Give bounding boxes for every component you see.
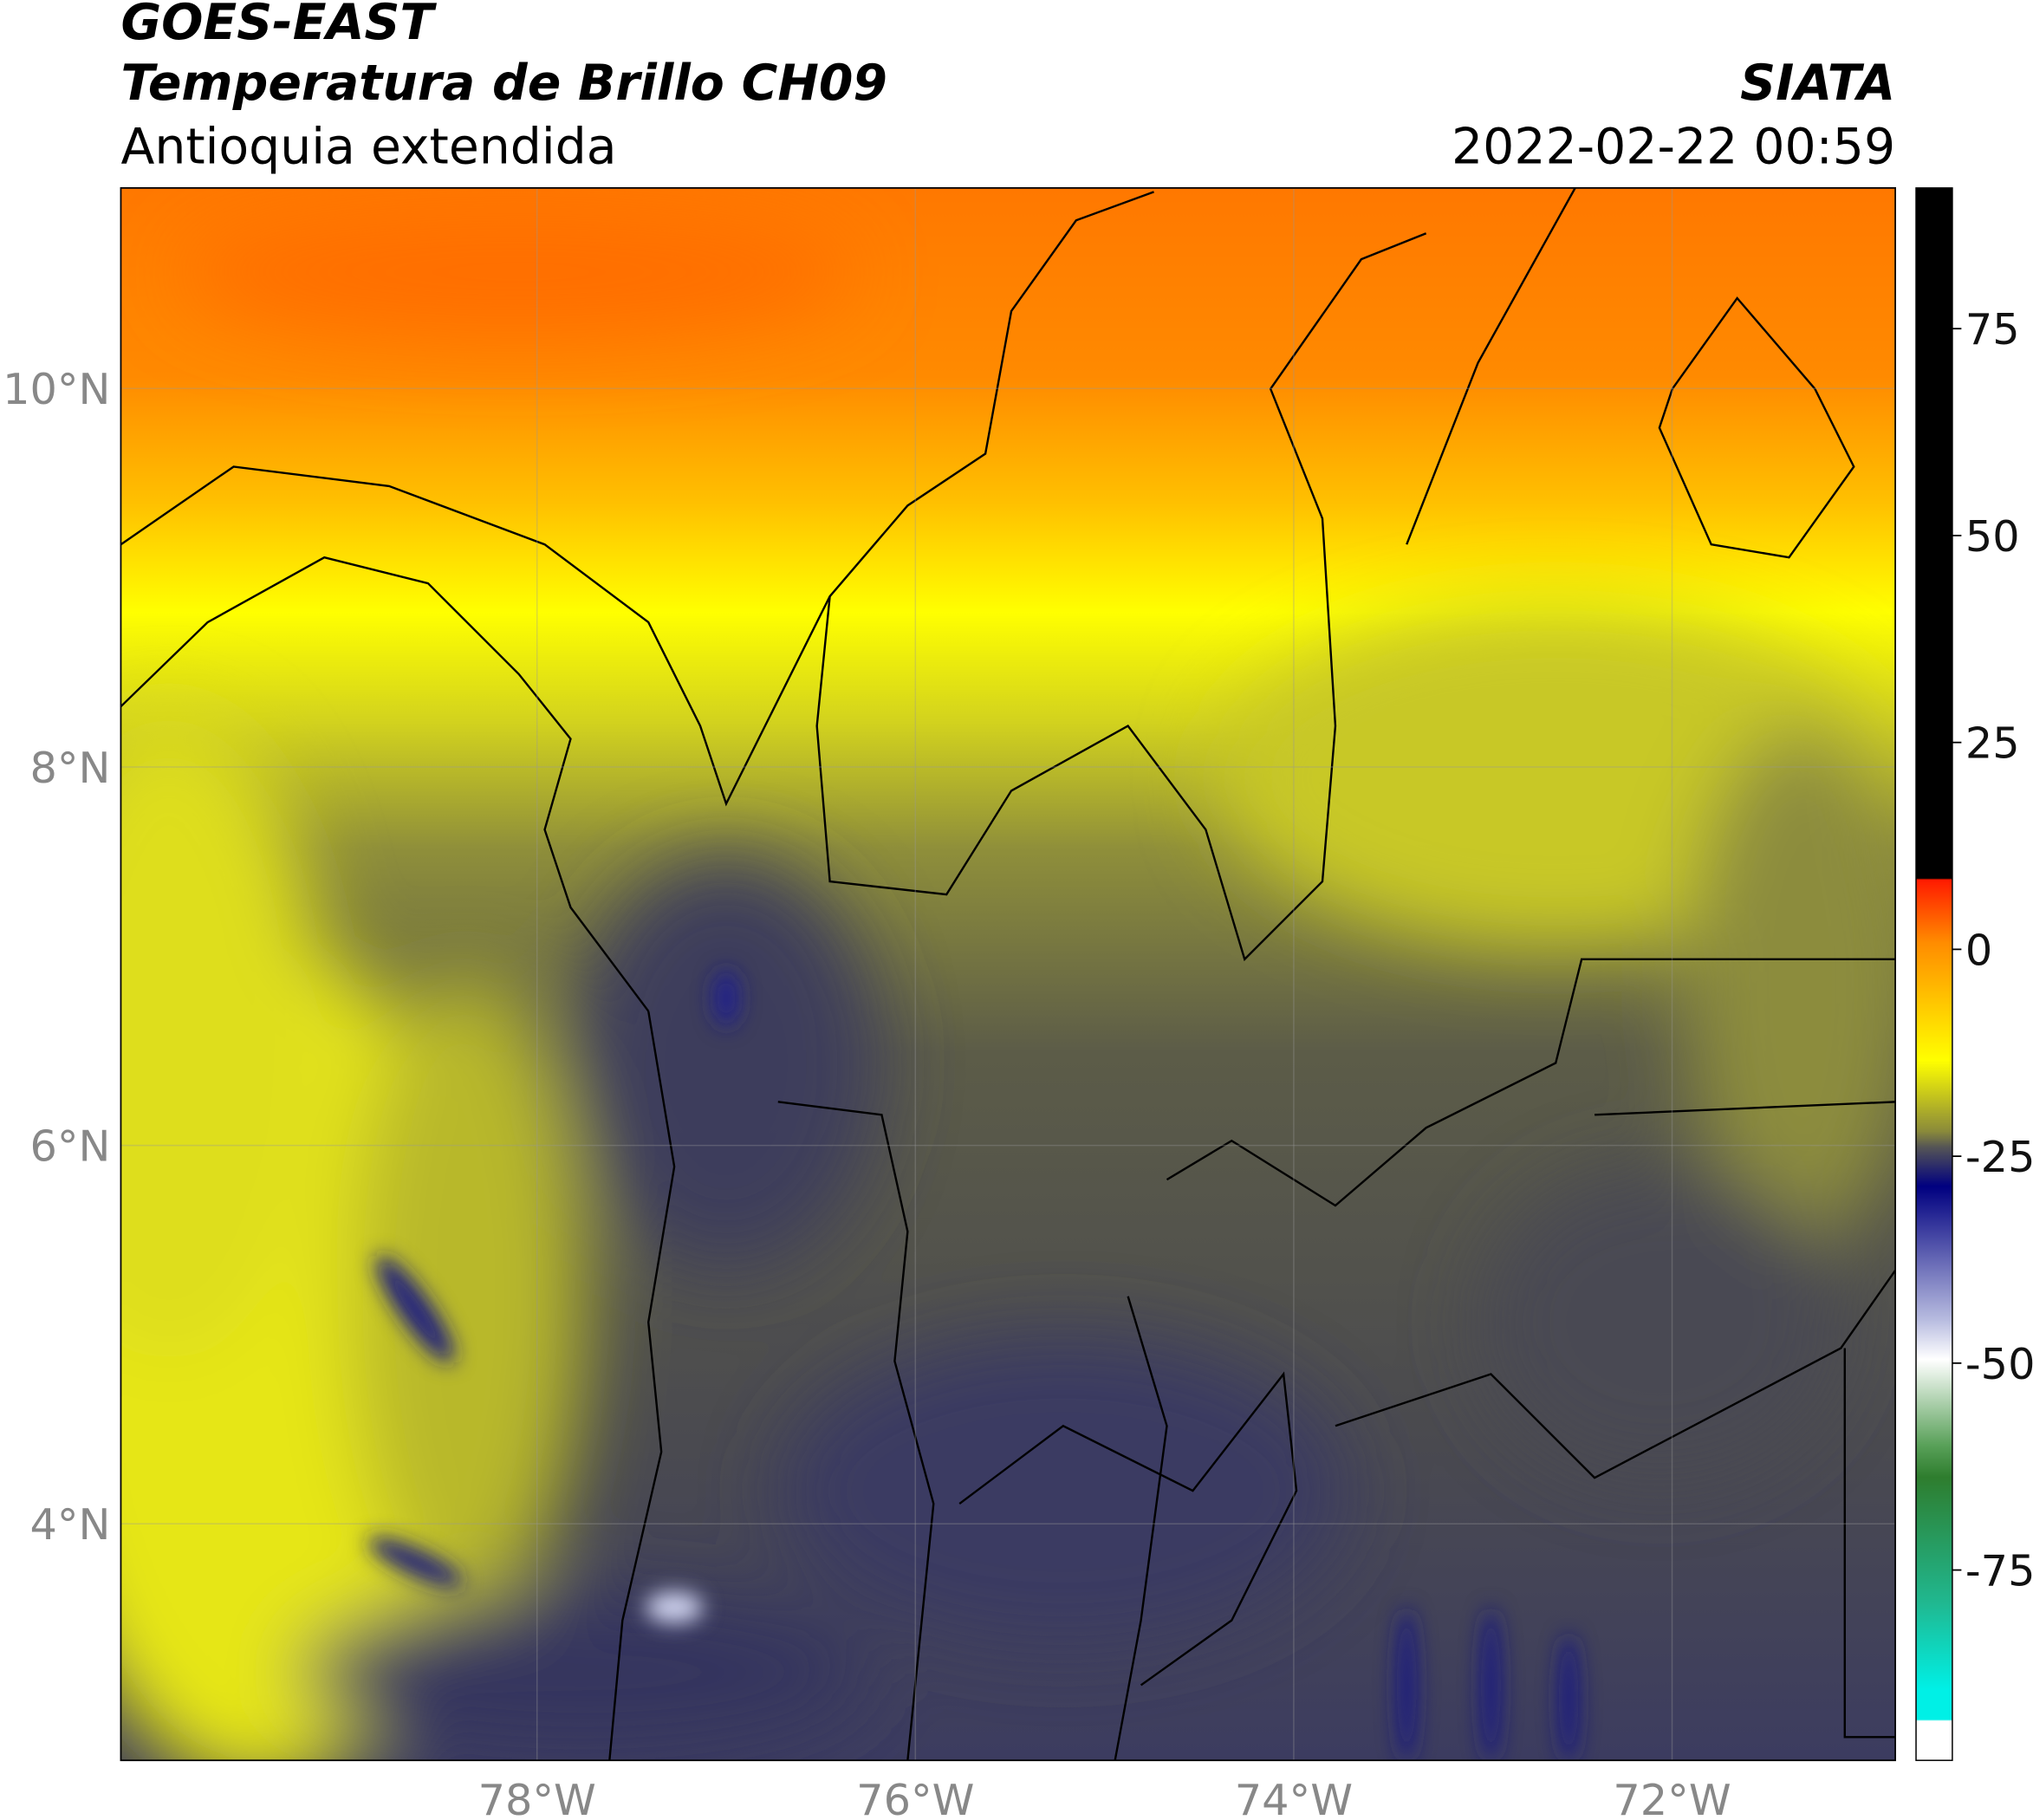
x-tick-label: 76°W [856, 1775, 974, 1820]
grid [120, 187, 1896, 1761]
colorbar-tick-label: -75 [1965, 1546, 2033, 1596]
axis-ticks: 78°W 76°W 74°W 72°W 4°N 6°N 8°N 10°N [3, 364, 1731, 1820]
colorbar-tick-label: -25 [1965, 1132, 2033, 1182]
colorbar-tick-label: 75 [1965, 304, 2020, 354]
borders [120, 187, 1896, 1761]
y-tick-label: 10°N [3, 364, 110, 414]
colorbar-tick-label: 0 [1965, 925, 1992, 975]
subtitle: Temperatura de Brillo CH09 [120, 55, 887, 112]
timestamp: 2022-02-22 00:59 [1452, 118, 1895, 175]
y-tick-label: 6°N [30, 1121, 111, 1172]
y-tick-label: 8°N [30, 743, 111, 793]
y-tick-label: 4°N [30, 1499, 111, 1550]
title: GOES-EAST [120, 0, 437, 51]
colorbar-ticks: 75 50 25 0 -25 -50 -75 [1952, 304, 2033, 1596]
region: Antioquia extendida [120, 118, 616, 175]
colorbar-tick-label: 50 [1965, 511, 2020, 562]
x-tick-label: 78°W [478, 1775, 596, 1820]
x-tick-label: 72°W [1613, 1775, 1731, 1820]
satellite-image [120, 187, 1896, 1761]
colorbar-tick-label: 25 [1965, 718, 2020, 769]
colorbar-tick-label: -50 [1965, 1339, 2033, 1389]
convective-cells [367, 969, 1580, 1761]
source: SIATA [1740, 55, 1895, 112]
x-tick-label: 74°W [1235, 1775, 1353, 1820]
map-frame [120, 186, 1896, 1762]
colorbar [1915, 187, 1953, 1761]
